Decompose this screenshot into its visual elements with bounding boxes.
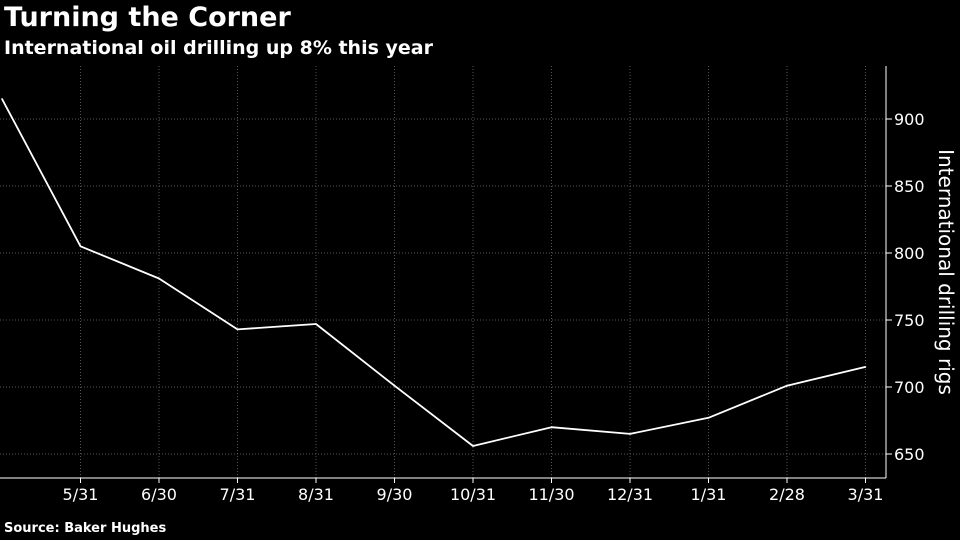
- axes: [0, 66, 892, 483]
- x-tick-label: 7/31: [220, 485, 256, 504]
- x-tick-label: 9/30: [377, 485, 413, 504]
- y-tick-label: 800: [894, 244, 925, 263]
- data-point: [393, 384, 396, 387]
- data-point: [707, 417, 710, 419]
- x-tick-label: 1/31: [691, 485, 727, 504]
- x-tick-label: 10/31: [450, 485, 496, 504]
- data-point: [236, 328, 239, 331]
- series-layer: [1, 98, 867, 447]
- source-note: Source: Baker Hughes: [4, 521, 167, 536]
- data-point: [315, 323, 317, 325]
- x-tick-label: 2/28: [769, 485, 805, 504]
- y-tick-label: 850: [894, 177, 925, 196]
- chart-subtitle: International oil drilling up 8% this ye…: [4, 37, 433, 59]
- tick-labels: 650 700 750 800 850 900 5/31 6/30 7/31 8/31 9/30 10…: [63, 110, 958, 504]
- data-point: [629, 433, 631, 435]
- y-tick-label: 650: [894, 445, 925, 464]
- y-tick-label: 700: [894, 378, 925, 397]
- data-point: [1, 98, 3, 100]
- data-point: [550, 426, 553, 429]
- data-point: [864, 366, 867, 368]
- y-axis-title: International drilling rigs: [934, 149, 958, 395]
- x-tick-label: 12/31: [607, 485, 653, 504]
- x-tick-label: 11/30: [528, 485, 574, 504]
- y-tick-label: 900: [894, 110, 925, 129]
- x-tick-label: 8/31: [298, 485, 334, 504]
- series-line: [1, 98, 866, 447]
- data-point: [786, 384, 788, 387]
- x-tick-label: 6/30: [141, 485, 177, 504]
- data-point: [79, 245, 82, 248]
- data-point: [158, 277, 160, 280]
- chart-title: Turning the Corner: [4, 2, 291, 33]
- x-tick-label: 5/31: [63, 485, 99, 504]
- y-tick-label: 750: [894, 311, 925, 330]
- x-tick-label: 3/31: [848, 485, 884, 504]
- grid: [0, 66, 886, 478]
- data-point: [472, 445, 474, 447]
